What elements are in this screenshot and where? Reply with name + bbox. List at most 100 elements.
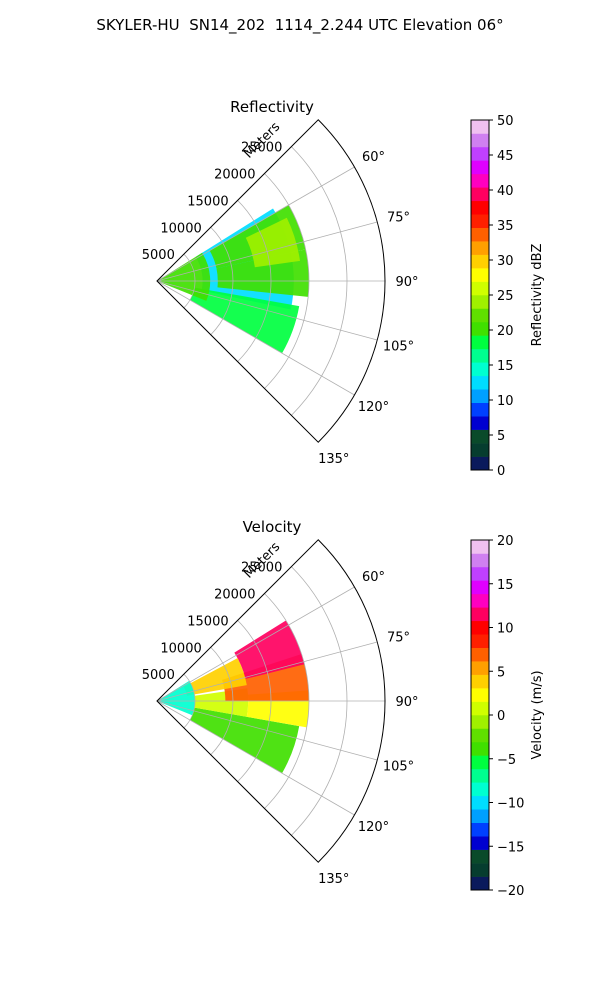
- azimuth-gridline: [156, 166, 355, 282]
- data-region-1: [189, 707, 300, 774]
- range-tick-label: 20000: [214, 588, 255, 603]
- colorbar-segment: [471, 822, 489, 837]
- colorbar-tick-label: 30: [497, 254, 514, 269]
- azimuth-gridline: [156, 586, 355, 702]
- colorbar-tick-label: 35: [497, 219, 514, 234]
- colorbar-tick-label: 10: [497, 394, 514, 409]
- chart-panel-1: Reflectivity 5000 10000 15000 20000 25000 60° 7…: [142, 98, 545, 479]
- azimuth-gridline: [156, 280, 378, 341]
- colorbar-segment: [471, 416, 489, 430]
- data-region-7: [157, 680, 195, 716]
- range-tick-label: 20000: [214, 168, 255, 183]
- colorbar-segment: [471, 402, 489, 417]
- colorbar-tick-label: 0: [497, 464, 505, 479]
- data-region-5: [234, 620, 305, 679]
- azimuth-tick-label: 75°: [387, 210, 410, 225]
- colorbar-segment: [471, 580, 489, 595]
- colorbar-segment: [471, 295, 489, 309]
- colorbar-segment: [471, 782, 489, 797]
- colorbar-segment: [471, 809, 489, 823]
- chart-panel-2: Velocity 5000 10000 15000 20000 25000 60° 75° 90…: [142, 518, 545, 899]
- range-tick-label: 5000: [142, 248, 175, 263]
- colorbar-segment: [471, 241, 489, 255]
- colorbar-segment: [471, 348, 489, 363]
- colorbar-tick-label: −10: [497, 797, 524, 812]
- colorbar-tick-label: 50: [497, 114, 514, 129]
- azimuth-tick-label: 90°: [395, 695, 418, 710]
- colorbar-segment: [471, 876, 489, 891]
- colorbar-tick-label: −5: [497, 753, 516, 768]
- colorbar-tick-label: 0: [497, 709, 505, 724]
- range-tick-label: 10000: [160, 641, 201, 656]
- colorbar-segment: [471, 308, 489, 323]
- azimuth-tick-label: 135°: [318, 872, 349, 887]
- azimuth-tick-label: 60°: [362, 150, 385, 165]
- colorbar-tick-label: 5: [497, 429, 505, 444]
- range-tick-label: 10000: [160, 221, 201, 236]
- figure-title: SKYLER-HU SN14_202 1114_2.244 UTC Elevat…: [96, 16, 504, 34]
- colorbar-segment: [471, 214, 489, 228]
- colorbar-segment: [471, 321, 489, 336]
- colorbar-segment: [471, 146, 489, 161]
- colorbar-tick-label: 20: [497, 534, 514, 549]
- sector-border: [156, 119, 386, 443]
- colorbar-segment: [471, 607, 489, 622]
- colorbar-label: Velocity (m/s): [530, 670, 545, 759]
- chart-title: Reflectivity: [230, 98, 314, 116]
- colorbar-segment: [471, 160, 489, 175]
- colorbar-segment: [471, 335, 489, 350]
- colorbar-segment: [471, 566, 489, 581]
- colorbar-segment: [471, 836, 489, 850]
- colorbar-tick-label: −15: [497, 840, 524, 855]
- azimuth-gridline: [156, 221, 378, 282]
- range-tick-label: 15000: [187, 194, 228, 209]
- colorbar-label: Reflectivity dBZ: [530, 244, 545, 347]
- azimuth-gridline: [156, 700, 378, 761]
- colorbar-segment: [471, 634, 489, 648]
- colorbar-segment: [471, 268, 489, 282]
- colorbar-segment: [471, 200, 489, 215]
- colorbar-segment: [471, 849, 489, 864]
- colorbar-segment: [471, 456, 489, 471]
- colorbar-segment: [471, 389, 489, 403]
- azimuth-tick-label: 75°: [387, 630, 410, 645]
- colorbar-segment: [471, 540, 489, 554]
- azimuth-tick-label: 60°: [362, 570, 385, 585]
- colorbar-segment: [471, 755, 489, 770]
- azimuth-gridline: [156, 641, 378, 702]
- data-region-6: [157, 252, 211, 301]
- colorbar-tick-label: 15: [497, 359, 514, 374]
- colorbar-segment: [471, 281, 489, 296]
- colorbar-tick-label: 5: [497, 665, 505, 680]
- colorbar-segment: [471, 620, 489, 635]
- azimuth-gridline: [156, 280, 355, 396]
- colorbar-segment: [471, 593, 489, 608]
- colorbar-tick-label: 45: [497, 149, 514, 164]
- colorbar-segment: [471, 429, 489, 444]
- colorbar-tick-label: 25: [497, 289, 514, 304]
- colorbar-segment: [471, 375, 489, 390]
- range-tick-label: 5000: [142, 668, 175, 683]
- colorbar-segment: [471, 187, 489, 202]
- colorbar-segment: [471, 173, 489, 188]
- colorbar-segment: [471, 661, 489, 675]
- colorbar-segment: [471, 715, 489, 729]
- azimuth-tick-label: 120°: [358, 400, 389, 415]
- colorbar-segment: [471, 133, 489, 148]
- colorbar-segment: [471, 443, 489, 457]
- range-tick-label: 15000: [187, 614, 228, 629]
- colorbar-segment: [471, 701, 489, 716]
- chart-title: Velocity: [243, 518, 302, 536]
- sector-border: [156, 539, 386, 863]
- colorbar-segment: [471, 728, 489, 743]
- colorbar-segment: [471, 741, 489, 756]
- azimuth-tick-label: 120°: [358, 820, 389, 835]
- colorbar-segment: [471, 362, 489, 377]
- azimuth-tick-label: 105°: [383, 760, 414, 775]
- colorbar-tick-label: 10: [497, 622, 514, 637]
- colorbar-segment: [471, 688, 489, 702]
- colorbar-tick-label: 40: [497, 184, 514, 199]
- data-region-5: [245, 217, 300, 268]
- colorbar-segment: [471, 647, 489, 662]
